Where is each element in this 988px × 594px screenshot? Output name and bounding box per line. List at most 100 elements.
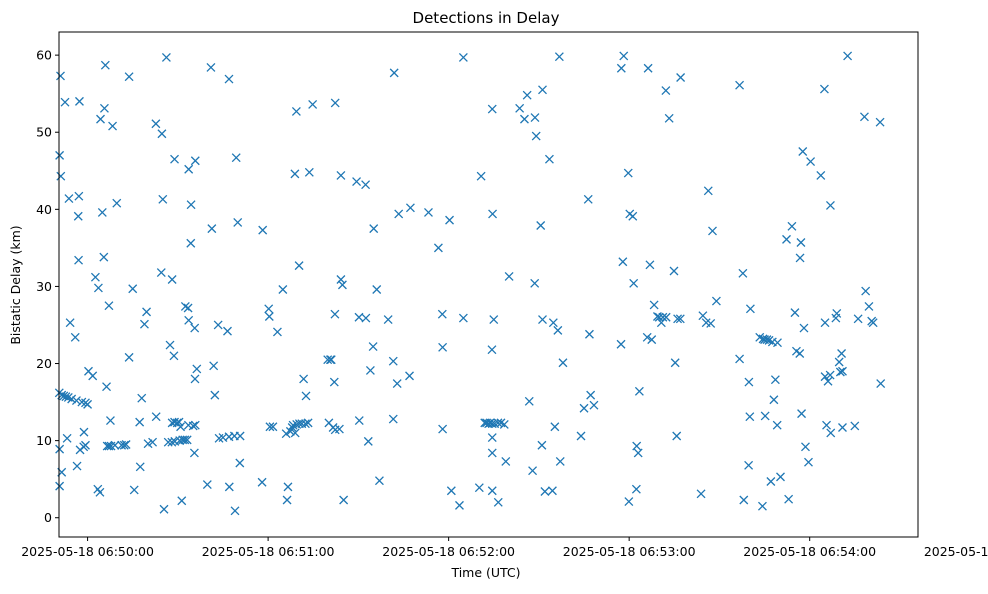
data-point-marker xyxy=(55,481,65,491)
data-point-marker xyxy=(624,497,634,506)
x-tick-label: 2025-05-18 06:50:00 xyxy=(21,544,154,559)
data-point-marker xyxy=(504,271,514,281)
data-point-marker xyxy=(861,286,871,296)
data-point-marker xyxy=(405,203,415,213)
data-point-marker xyxy=(308,100,318,109)
data-point-marker xyxy=(832,308,842,318)
data-point-marker xyxy=(488,209,498,219)
data-point-marker xyxy=(299,374,309,384)
data-point-marker xyxy=(213,320,223,330)
data-point-marker xyxy=(798,147,808,156)
data-point-marker xyxy=(455,500,464,510)
data-point-marker xyxy=(124,352,134,362)
data-point-marker xyxy=(287,423,297,432)
data-point-marker xyxy=(100,60,110,70)
data-point-marker xyxy=(368,342,378,352)
data-point-marker xyxy=(579,403,589,413)
data-point-marker xyxy=(524,396,534,406)
data-point-marker xyxy=(584,329,594,339)
data-point-marker xyxy=(230,506,240,516)
data-point-marker xyxy=(336,170,346,180)
data-point-marker xyxy=(158,194,168,204)
data-point-marker xyxy=(433,243,443,253)
data-point-marker xyxy=(487,486,497,496)
data-point-marker xyxy=(106,441,116,451)
data-point-marker xyxy=(850,421,860,431)
data-point-marker xyxy=(224,74,234,84)
data-point-marker xyxy=(586,390,596,400)
data-point-marker xyxy=(326,355,336,365)
data-point-marker xyxy=(74,191,84,201)
data-point-marker xyxy=(670,358,680,368)
data-point-marker xyxy=(797,409,807,419)
data-point-marker xyxy=(224,482,234,492)
data-point-marker xyxy=(769,395,779,405)
data-point-marker xyxy=(374,476,384,486)
data-point-marker xyxy=(304,167,314,177)
x-axis-ticks: 2025-05-18 06:50:00 2025-05-18 06:51:00 20… xyxy=(21,537,988,559)
data-point-marker xyxy=(190,156,200,166)
data-point-marker xyxy=(782,234,791,244)
data-point-marker xyxy=(773,338,782,348)
data-point-marker xyxy=(352,177,362,187)
data-point-marker xyxy=(64,194,74,203)
data-point-marker xyxy=(801,442,810,452)
data-point-marker xyxy=(139,319,149,329)
data-point-marker xyxy=(294,261,304,271)
data-point-marker xyxy=(388,356,398,366)
data-point-marker xyxy=(438,342,448,352)
y-tick-label: 30 xyxy=(36,279,52,294)
data-point-marker xyxy=(739,495,749,505)
data-point-marker xyxy=(501,456,511,466)
data-point-marker xyxy=(642,332,652,342)
data-point-marker xyxy=(151,412,161,422)
y-axis-ticks: 0 10 20 30 40 50 60 xyxy=(36,48,59,525)
data-point-marker xyxy=(493,497,503,507)
data-point-marker xyxy=(876,379,886,389)
data-point-marker xyxy=(257,477,267,487)
data-point-marker xyxy=(738,268,748,278)
data-point-marker xyxy=(207,224,217,234)
data-point-marker xyxy=(536,221,546,230)
data-point-marker xyxy=(330,98,340,108)
data-point-marker xyxy=(804,457,813,467)
data-point-marker xyxy=(405,371,414,381)
data-point-marker xyxy=(547,486,557,496)
data-point-marker xyxy=(258,225,268,235)
data-point-marker xyxy=(796,238,806,247)
data-point-marker xyxy=(628,211,638,221)
data-point-marker xyxy=(623,168,633,178)
data-point-marker xyxy=(826,428,836,438)
data-point-marker xyxy=(616,339,626,349)
data-point-marker xyxy=(661,312,671,322)
data-point-marker xyxy=(446,486,456,496)
data-point-marker xyxy=(104,441,114,451)
data-point-marker xyxy=(708,226,717,236)
data-point-marker xyxy=(268,422,278,432)
data-point-marker xyxy=(361,313,371,323)
y-tick-label: 0 xyxy=(44,510,52,525)
data-point-marker xyxy=(74,255,84,265)
data-point-marker xyxy=(458,313,468,323)
data-point-marker xyxy=(363,436,373,446)
data-point-marker xyxy=(632,441,642,451)
data-point-marker xyxy=(837,349,847,358)
data-point-marker xyxy=(522,90,532,100)
data-point-marker xyxy=(669,266,679,276)
data-point-marker xyxy=(820,372,830,382)
x-tick-label: 2025-05-18 06:55:00 xyxy=(924,544,988,559)
plot-frame xyxy=(58,31,919,538)
data-point-marker xyxy=(264,304,274,314)
data-point-marker xyxy=(822,420,831,430)
data-point-marker xyxy=(365,366,375,375)
data-point-marker xyxy=(795,253,805,263)
data-point-marker xyxy=(537,440,547,450)
data-point-marker xyxy=(183,303,193,313)
data-point-marker xyxy=(301,391,311,401)
data-point-marker xyxy=(291,106,301,116)
data-point-marker xyxy=(664,113,674,123)
y-tick-label: 20 xyxy=(36,356,52,371)
data-point-marker xyxy=(186,200,196,210)
data-point-marker xyxy=(102,382,111,392)
data-point-marker xyxy=(519,114,529,124)
